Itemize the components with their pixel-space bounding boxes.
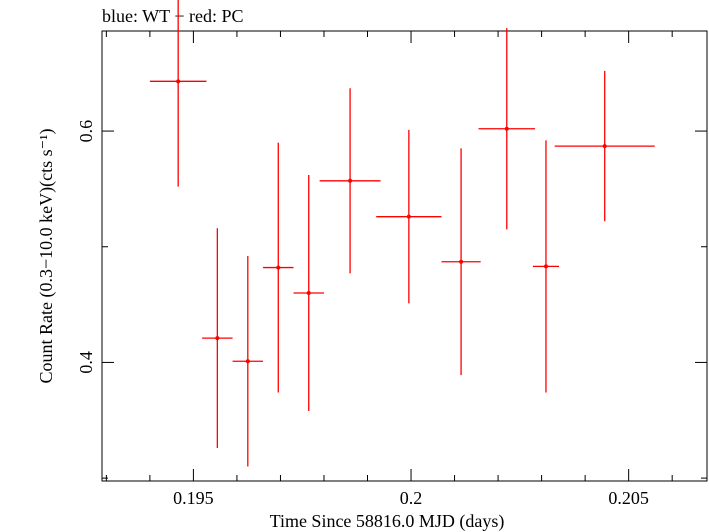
axis-ticks: [102, 31, 707, 481]
point-marker: [276, 265, 281, 270]
data-points: [149, 0, 655, 467]
x-axis-label: Time Since 58816.0 MJD (days): [270, 511, 505, 532]
point-marker: [459, 259, 464, 264]
data-point: [149, 0, 207, 187]
data-point: [376, 129, 442, 304]
data-point: [441, 148, 481, 376]
y-tick-label: 0.4: [76, 351, 96, 374]
point-marker: [176, 79, 181, 84]
tick-labels: 0.195 0.2 0.205 0.4 0.6: [76, 120, 649, 508]
x-tick-label: 0.205: [608, 488, 649, 508]
point-marker: [406, 214, 411, 219]
data-point: [478, 28, 536, 230]
point-marker: [348, 178, 353, 183]
data-point: [263, 142, 294, 393]
point-marker: [215, 336, 220, 341]
x-tick-label: 0.195: [173, 488, 214, 508]
plot-frame: [101, 30, 708, 482]
point-marker: [306, 291, 311, 296]
data-point: [532, 140, 560, 393]
point-marker: [543, 264, 548, 269]
data-point: [293, 175, 324, 412]
point-marker: [504, 126, 509, 131]
data-point: [554, 70, 655, 222]
point-marker: [602, 144, 607, 149]
y-axis-label: Count Rate (0.3−10.0 keV)(cts s⁻¹): [36, 128, 57, 383]
point-marker: [245, 359, 250, 364]
x-tick-label: 0.2: [400, 488, 423, 508]
y-tick-label: 0.6: [76, 120, 96, 143]
data-point: [232, 256, 264, 467]
data-point: [202, 228, 233, 449]
data-point: [319, 88, 381, 274]
chart-title: blue: WT − red: PC: [102, 6, 243, 26]
